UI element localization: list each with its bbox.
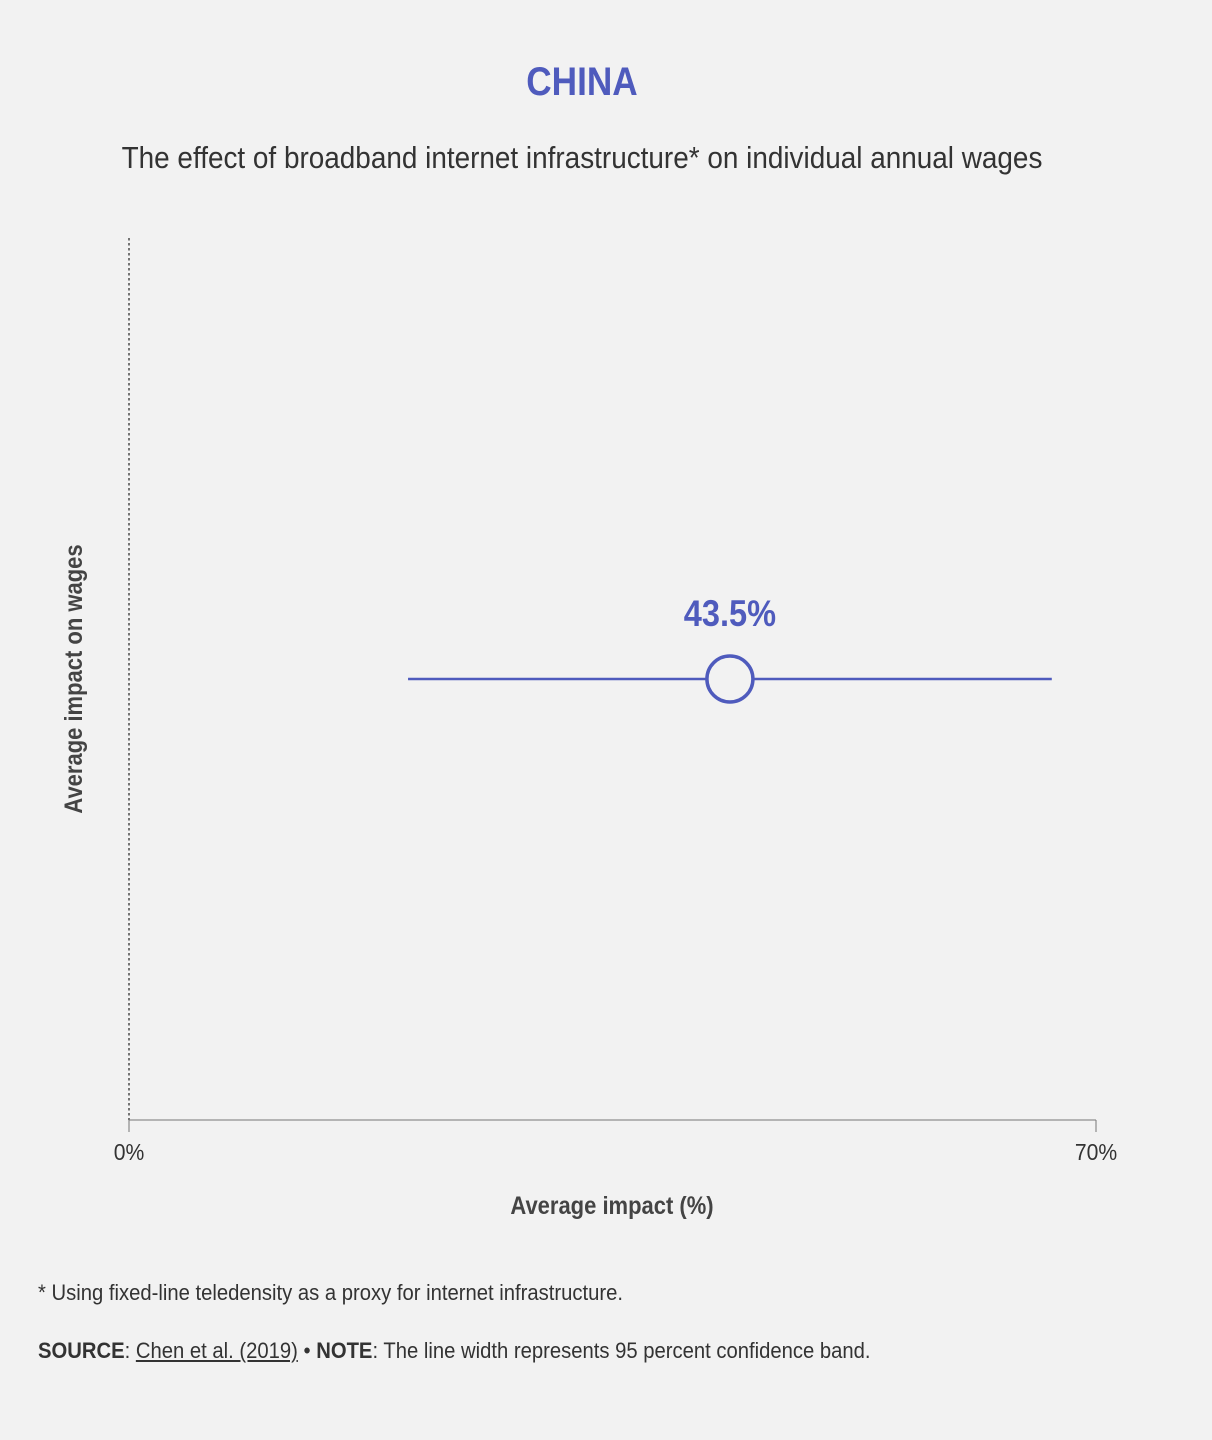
x-tick-label-70: 70% <box>1075 1139 1117 1165</box>
note-bullet: • <box>297 1338 317 1363</box>
source-note: SOURCE: Chen et al. (2019) • NOTE: The l… <box>38 1335 871 1367</box>
chart-title: CHINA <box>526 60 638 104</box>
x-tick-label-0: 0% <box>114 1139 145 1165</box>
footnote: * Using fixed-line teledensity as a prox… <box>38 1280 623 1305</box>
chart: 0% 70% Average impact (%) Average impact on… <box>60 238 1117 1220</box>
source-link[interactable]: Chen et al. (2019) <box>135 1338 298 1363</box>
estimate-value-label: 43.5% <box>684 593 776 634</box>
y-axis-label: Average impact on wages <box>60 544 88 813</box>
x-axis-label: Average impact (%) <box>510 1192 713 1220</box>
chart-subtitle: The effect of broadband internet infrast… <box>121 140 1043 175</box>
source-separator: : <box>124 1338 136 1363</box>
estimate-point <box>705 654 755 704</box>
note-label: NOTE <box>316 1338 373 1363</box>
note-text: : The line width represents 95 percent c… <box>372 1338 871 1363</box>
source-label: SOURCE <box>38 1338 125 1363</box>
